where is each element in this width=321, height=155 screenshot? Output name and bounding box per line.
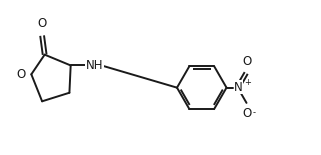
Text: +: +: [244, 78, 251, 87]
Text: O: O: [16, 68, 26, 81]
Text: -: -: [253, 108, 256, 117]
Text: NH: NH: [86, 59, 103, 72]
Text: O: O: [243, 55, 252, 68]
Text: N: N: [234, 80, 243, 93]
Text: O: O: [243, 107, 252, 120]
Text: O: O: [38, 17, 47, 30]
